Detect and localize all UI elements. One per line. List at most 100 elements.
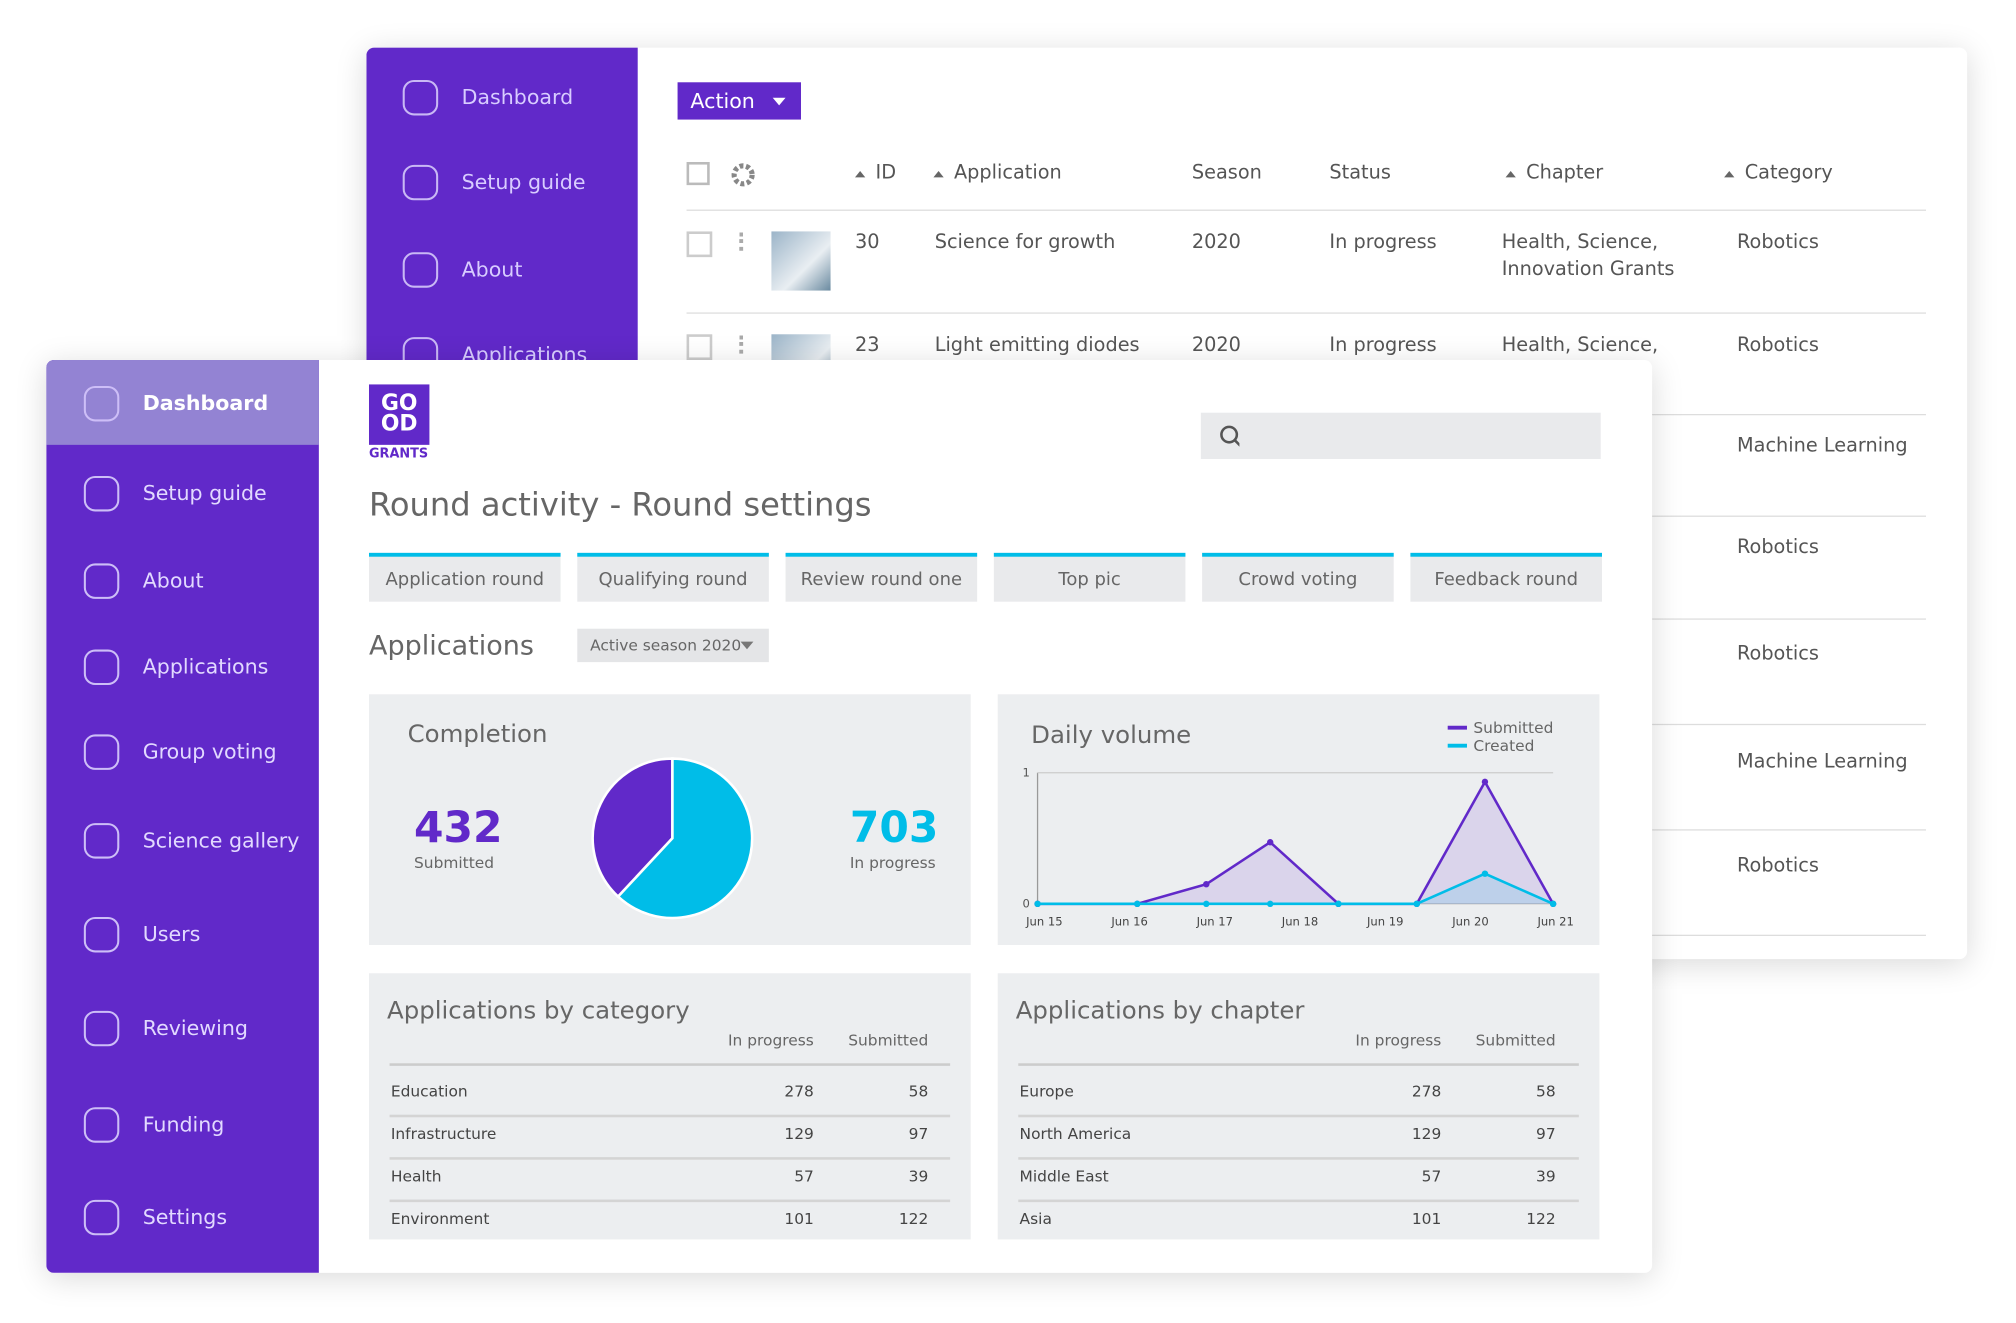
gear [731, 163, 755, 187]
row-value: 122 [1526, 1209, 1556, 1228]
row-divider [389, 1114, 951, 1118]
column-header: Chapter [1526, 160, 1604, 184]
table-header: In progress [728, 1031, 814, 1050]
row-divider [1018, 1157, 1579, 1160]
season-filter[interactable]: Active season 2020 [577, 628, 769, 663]
cell: Robotics [1736, 641, 1819, 665]
nav-icon [402, 79, 439, 116]
logo: GO OD [368, 384, 430, 445]
row-value: 101 [784, 1209, 814, 1228]
table-header: Submitted [848, 1031, 929, 1050]
chapter-card: Applications by chapter In progress Submit… [997, 973, 1600, 1240]
icon-shape [402, 252, 439, 288]
nav-active-bg [46, 359, 319, 445]
area [1037, 781, 1554, 904]
tab[interactable]: Feedback round [1410, 552, 1602, 602]
tab[interactable]: Qualifying round [577, 552, 769, 602]
table-header: In progress [1355, 1031, 1442, 1050]
row-label: North America [1019, 1124, 1132, 1143]
pie-slice [616, 757, 754, 920]
nav-icon [83, 649, 120, 686]
cell: 2020 [1191, 230, 1241, 254]
icon-shape [83, 1010, 120, 1047]
row-divider [389, 1157, 951, 1160]
cell: Robotics [1736, 534, 1819, 558]
row-divider [389, 1199, 951, 1203]
gear-icon [731, 163, 755, 187]
point [1203, 880, 1210, 888]
point [1266, 838, 1274, 846]
x-tick-label: Jun 21 [1536, 915, 1573, 929]
nav-item[interactable]: Funding [142, 1112, 225, 1137]
action-label: Action [690, 88, 755, 114]
checkbox [686, 334, 713, 360]
kpi-value: 432 [413, 802, 503, 853]
row-value: 97 [908, 1124, 929, 1143]
search-icon [1220, 425, 1242, 448]
column-header: Category [1744, 160, 1833, 184]
pie-chart [591, 757, 754, 920]
nav-icon [83, 1107, 120, 1143]
tab[interactable]: Top pic [993, 552, 1186, 602]
icon-shape [83, 1199, 120, 1236]
nav-item[interactable]: Settings [142, 1204, 228, 1230]
daily-volume-card: Daily volume 0 1 Jun 15 Jun 16 Jun 17 Jun 18 Ju… [997, 694, 1600, 945]
icon-shape [402, 164, 439, 201]
point [1266, 900, 1274, 908]
icon-shape [83, 823, 120, 859]
row-label: Education [390, 1082, 468, 1101]
nav-item[interactable]: About [142, 568, 204, 593]
legend-label: Created [1473, 737, 1534, 755]
thumbnail [771, 231, 831, 291]
icon-shape [83, 649, 120, 686]
cell: In progress [1329, 332, 1437, 357]
column-header: Application [953, 160, 1062, 184]
sort-arrows [933, 166, 944, 178]
pie-slice [591, 757, 674, 899]
row-label: Asia [1019, 1209, 1052, 1228]
row-divider [1018, 1199, 1579, 1203]
kpi-label: Submitted [413, 853, 495, 872]
nav-item[interactable]: Group voting [142, 739, 277, 764]
tab[interactable]: Crowd voting [1202, 552, 1394, 602]
checkbox [686, 231, 713, 258]
action-button[interactable]: Action [677, 82, 801, 120]
cell: Light emitting diodes [934, 332, 1140, 357]
nav-item[interactable]: Applications [142, 654, 269, 679]
nav-icon [402, 252, 439, 288]
checkbox [686, 161, 710, 186]
row-value: 278 [1411, 1082, 1442, 1101]
column-header: ID [875, 160, 897, 184]
row-label: Infrastructure [390, 1124, 497, 1143]
row-value: 129 [784, 1124, 814, 1143]
tab[interactable]: Application round [368, 552, 561, 602]
chart-title: Daily volume [1031, 721, 1192, 750]
row-divider [686, 312, 1926, 314]
row-value: 39 [1536, 1167, 1556, 1186]
cell: 2020 [1191, 332, 1241, 357]
cell: 30 [854, 230, 880, 254]
row-menu [739, 232, 747, 251]
search-box[interactable] [1200, 412, 1601, 459]
icon-shape [83, 563, 120, 599]
line [1037, 872, 1554, 906]
point [1481, 870, 1489, 877]
tab[interactable]: Review round one [785, 552, 978, 602]
nav-icon [83, 385, 120, 422]
nav-item[interactable]: Dashboard [142, 390, 269, 416]
header-divider [1018, 1063, 1579, 1066]
nav-item[interactable]: Setup guide [142, 480, 267, 506]
nav-item[interactable]: Users [142, 921, 201, 947]
cell: Science for growth [934, 230, 1116, 254]
cell: In progress [1329, 230, 1437, 254]
completion-card: Completion 432 Submitted 703 In progress [368, 694, 971, 945]
sort-arrows [854, 166, 866, 178]
table-title: Applications by category [386, 996, 690, 1025]
nav-icon [83, 823, 120, 859]
nav-item[interactable]: Science gallery [142, 827, 300, 853]
point [1413, 900, 1420, 908]
row-value: 57 [1421, 1167, 1442, 1186]
nav-item[interactable]: Reviewing [142, 1015, 248, 1041]
row-label: Health [390, 1167, 442, 1186]
